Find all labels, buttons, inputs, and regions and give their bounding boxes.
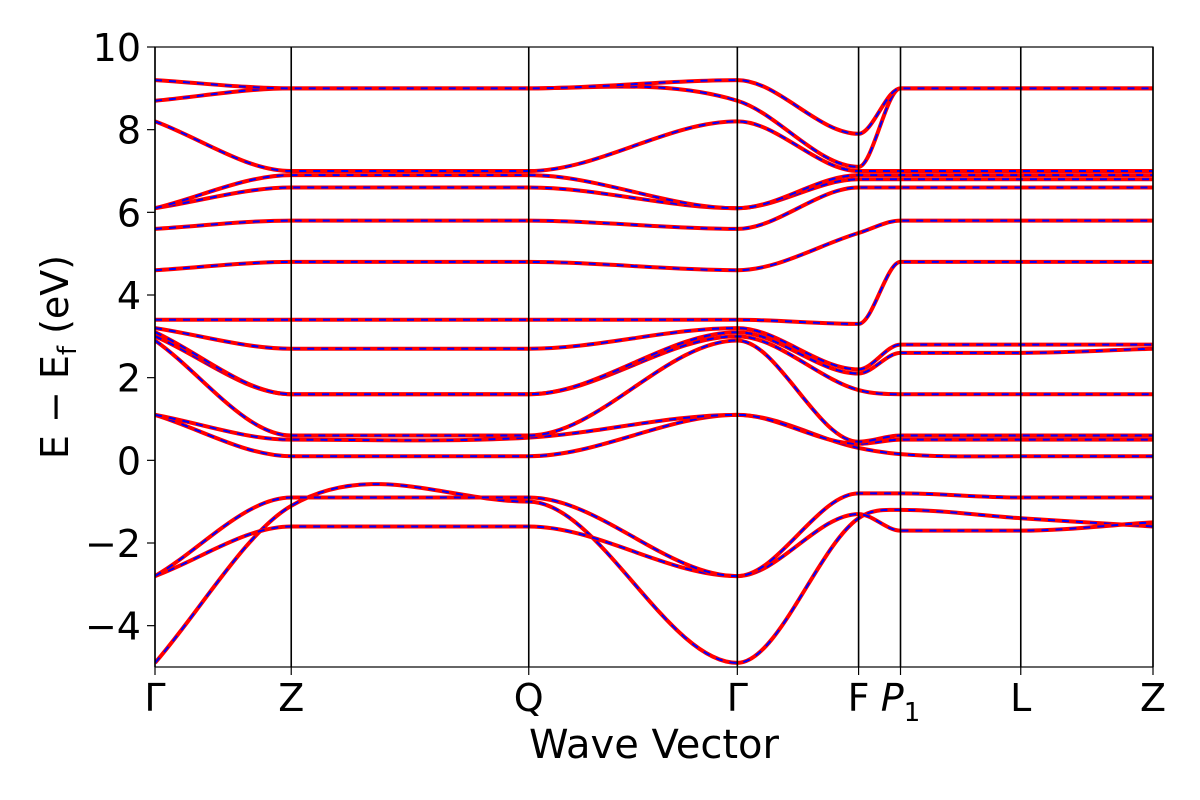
x-tick-label: Γ bbox=[727, 676, 748, 720]
y-tick-label: −4 bbox=[85, 605, 141, 649]
band-line-dashed bbox=[155, 413, 1153, 445]
x-tick-label: Z bbox=[278, 676, 304, 720]
y-tick-label: −2 bbox=[85, 522, 141, 566]
band-line-dashed bbox=[155, 79, 1153, 135]
x-tick-label-main: Z bbox=[1140, 676, 1166, 720]
band-line-dashed bbox=[155, 219, 1153, 272]
band-line-dashed bbox=[155, 260, 1153, 325]
y-axis-label-main: E − E bbox=[33, 355, 77, 459]
x-tick-label: Z bbox=[1140, 676, 1166, 720]
x-tick-label: Q bbox=[514, 676, 544, 720]
y-tick-label: 4 bbox=[117, 274, 141, 318]
y-axis-label-subscript: f bbox=[53, 345, 83, 355]
x-tick-label: P1 bbox=[881, 676, 920, 728]
y-tick-label: 8 bbox=[117, 109, 141, 153]
x-tick-label-main: Z bbox=[278, 676, 304, 720]
x-tick-label-main: P bbox=[881, 676, 904, 720]
plot-frame bbox=[154, 46, 1154, 668]
x-tick-label-subscript: 1 bbox=[904, 698, 921, 728]
x-axis-label: Wave Vector bbox=[529, 722, 780, 768]
x-tick-label-main: F bbox=[848, 676, 870, 720]
x-axis: Γ Z Q Γ F P1 L Z bbox=[144, 667, 1166, 728]
band-line-dashed bbox=[155, 186, 1153, 230]
y-tick-label: 0 bbox=[117, 439, 141, 483]
y-tick-label: 6 bbox=[117, 191, 141, 235]
y-axis-label-unit: (eV) bbox=[33, 255, 77, 334]
y-tick-label: 10 bbox=[93, 26, 141, 70]
x-tick-label: L bbox=[1010, 676, 1031, 720]
y-axis-label: E − Ef (eV) bbox=[33, 255, 83, 459]
x-tick-label-main: Γ bbox=[727, 676, 748, 720]
x-tick-label-main: L bbox=[1010, 676, 1031, 720]
x-tick-label: Γ bbox=[144, 676, 165, 720]
band-line-dashed bbox=[155, 120, 1153, 173]
x-tick-label: F bbox=[848, 676, 870, 720]
x-tick-label-main: Q bbox=[514, 676, 544, 720]
x-tick-label-main: Γ bbox=[144, 676, 165, 720]
y-axis: −4 −2 0 2 4 6 8 10 bbox=[85, 26, 155, 649]
y-tick-label: 2 bbox=[117, 357, 141, 401]
band-line-dashed bbox=[155, 513, 1153, 578]
band-line-dashed bbox=[155, 483, 1153, 664]
band-line-dashed bbox=[155, 178, 1153, 210]
